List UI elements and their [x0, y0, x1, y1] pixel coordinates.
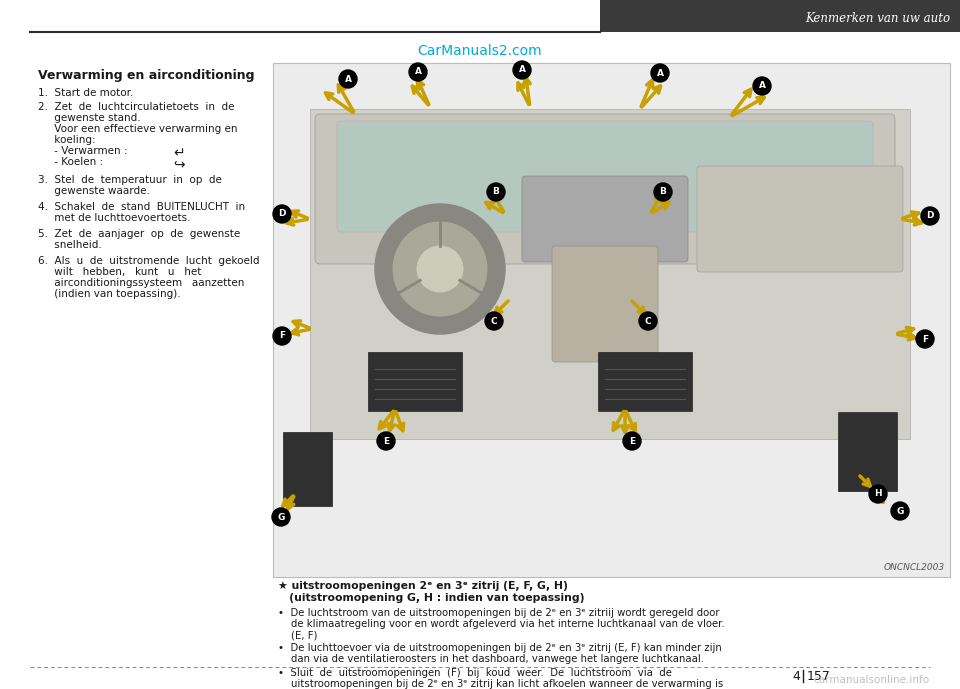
Text: •  Sluit  de  uitstroomopeningen  (F)  bij  koud  weer.  De  luchtstroom  via  d: • Sluit de uitstroomopeningen (F) bij ko…: [278, 668, 672, 678]
Text: de klimaatregeling voor en wordt afgeleverd via het interne luchtkanaal van de v: de klimaatregeling voor en wordt afgelev…: [278, 619, 725, 629]
Circle shape: [273, 205, 291, 223]
FancyBboxPatch shape: [368, 352, 462, 411]
Circle shape: [418, 246, 463, 291]
Circle shape: [339, 70, 357, 88]
Circle shape: [639, 312, 657, 330]
Circle shape: [921, 207, 939, 225]
Text: ↪: ↪: [173, 157, 184, 171]
FancyBboxPatch shape: [697, 166, 903, 272]
Text: A: A: [345, 74, 351, 83]
Circle shape: [409, 63, 427, 81]
Text: H: H: [875, 489, 882, 499]
Circle shape: [891, 502, 909, 520]
Text: G: G: [897, 506, 903, 515]
Text: 5.  Zet  de  aanjager  op  de  gewenste: 5. Zet de aanjager op de gewenste: [38, 229, 240, 239]
Circle shape: [869, 485, 887, 503]
Circle shape: [651, 64, 669, 82]
Circle shape: [623, 432, 641, 450]
FancyBboxPatch shape: [838, 412, 897, 491]
FancyBboxPatch shape: [315, 114, 895, 264]
Text: - Verwarmen :: - Verwarmen :: [38, 146, 128, 156]
Text: ★ uitstroomopeningen 2ᵉ en 3ᵉ zitrij (E, F, G, H): ★ uitstroomopeningen 2ᵉ en 3ᵉ zitrij (E,…: [278, 581, 568, 591]
Text: gewenste stand.: gewenste stand.: [38, 113, 140, 123]
Circle shape: [375, 204, 505, 334]
Text: 6.  Als  u  de  uitstromende  lucht  gekoeld: 6. Als u de uitstromende lucht gekoeld: [38, 256, 259, 266]
Text: 4.  Schakel  de  stand  BUITENLUCHT  in: 4. Schakel de stand BUITENLUCHT in: [38, 202, 245, 212]
Text: F: F: [279, 331, 285, 340]
Circle shape: [513, 61, 531, 79]
Text: Voor een effectieve verwarming en: Voor een effectieve verwarming en: [38, 124, 237, 134]
Text: E: E: [383, 437, 389, 446]
Text: •  De luchttoevoer via de uitstroomopeningen bij de 2ᵉ en 3ᵉ zitrij (E, F) kan m: • De luchttoevoer via de uitstroomopenin…: [278, 643, 722, 653]
Text: CarManuals2.com: CarManuals2.com: [418, 44, 542, 58]
Text: C: C: [491, 316, 497, 325]
Text: F: F: [922, 334, 928, 344]
Text: 4: 4: [792, 670, 800, 683]
Text: airconditioningssysteem   aanzetten: airconditioningssysteem aanzetten: [38, 278, 245, 288]
Text: 157: 157: [807, 670, 830, 683]
Text: A: A: [657, 68, 663, 77]
Text: C: C: [645, 316, 651, 325]
Text: dan via de ventilatieroosters in het dashboard, vanwege het langere luchtkanaal.: dan via de ventilatieroosters in het das…: [278, 654, 704, 664]
Text: gewenste waarde.: gewenste waarde.: [38, 186, 150, 196]
Text: B: B: [660, 187, 666, 196]
Text: E: E: [629, 437, 636, 446]
Circle shape: [916, 330, 934, 348]
Circle shape: [273, 327, 291, 345]
FancyBboxPatch shape: [283, 432, 332, 506]
Text: (indien van toepassing).: (indien van toepassing).: [38, 289, 180, 299]
Text: met de luchttoevoertoets.: met de luchttoevoertoets.: [38, 213, 190, 223]
Text: D: D: [278, 209, 286, 218]
Text: (E, F): (E, F): [278, 630, 318, 640]
Circle shape: [377, 432, 395, 450]
Text: ↵: ↵: [173, 146, 184, 160]
Text: D: D: [926, 212, 934, 220]
Text: (uitstroomopening G, H : indien van toepassing): (uitstroomopening G, H : indien van toep…: [278, 593, 585, 603]
Text: wilt   hebben,   kunt   u   het: wilt hebben, kunt u het: [38, 267, 202, 277]
Text: Kenmerken van uw auto: Kenmerken van uw auto: [804, 12, 950, 25]
FancyBboxPatch shape: [552, 246, 658, 362]
Text: A: A: [415, 68, 421, 76]
Text: A: A: [758, 81, 765, 90]
FancyBboxPatch shape: [598, 352, 692, 411]
Circle shape: [394, 222, 487, 316]
Circle shape: [654, 183, 672, 201]
Bar: [273, 63, 950, 577]
Circle shape: [753, 77, 771, 95]
Bar: [310, 109, 910, 439]
Text: 3.  Stel  de  temperatuur  in  op  de: 3. Stel de temperatuur in op de: [38, 175, 222, 185]
Text: 1.  Start de motor.: 1. Start de motor.: [38, 88, 133, 98]
Text: carmanualsonline.info: carmanualsonline.info: [814, 675, 930, 685]
Circle shape: [272, 508, 290, 526]
Text: koeling:: koeling:: [38, 135, 96, 145]
Text: 2.  Zet  de  luchtcirculatietoets  in  de: 2. Zet de luchtcirculatietoets in de: [38, 102, 234, 112]
Text: B: B: [492, 187, 499, 196]
Text: snelheid.: snelheid.: [38, 240, 102, 250]
Text: A: A: [518, 65, 525, 74]
Text: ONCNCL2003: ONCNCL2003: [884, 563, 945, 572]
Circle shape: [485, 312, 503, 330]
Text: •  De luchtstroom van de uitstroomopeningen bij de 2ᵉ en 3ᵉ zitriij wordt gerege: • De luchtstroom van de uitstroomopening…: [278, 608, 719, 618]
FancyBboxPatch shape: [337, 121, 873, 232]
Text: G: G: [277, 513, 285, 522]
Text: uitstroomopeningen bij de 2ᵉ en 3ᵉ zitrij kan licht afkoelen wanneer de verwarmi: uitstroomopeningen bij de 2ᵉ en 3ᵉ zitri…: [278, 679, 723, 689]
Circle shape: [487, 183, 505, 201]
Bar: [600, 0, 960, 32]
Text: Verwarming en airconditioning: Verwarming en airconditioning: [38, 69, 254, 82]
FancyBboxPatch shape: [522, 176, 688, 262]
Text: - Koelen :: - Koelen :: [38, 157, 103, 167]
